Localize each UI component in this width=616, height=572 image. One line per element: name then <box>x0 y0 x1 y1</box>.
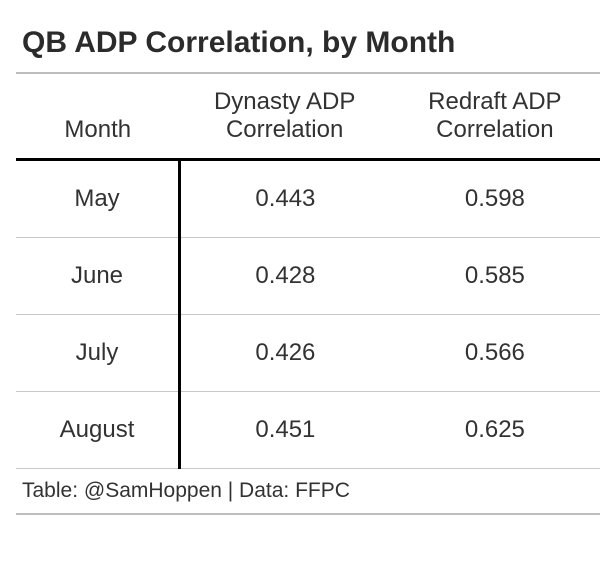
cell-dynasty: 0.451 <box>180 392 390 469</box>
cell-dynasty: 0.428 <box>180 238 390 315</box>
table-row: June 0.428 0.585 <box>16 238 600 315</box>
table-row: July 0.426 0.566 <box>16 315 600 392</box>
cell-redraft: 0.598 <box>390 160 600 238</box>
cell-redraft: 0.625 <box>390 392 600 469</box>
cell-dynasty: 0.426 <box>180 315 390 392</box>
cell-dynasty: 0.443 <box>180 160 390 238</box>
cell-redraft: 0.566 <box>390 315 600 392</box>
cell-month: May <box>16 160 180 238</box>
data-table: Month Dynasty ADP Correlation Redraft AD… <box>16 74 600 469</box>
cell-month: July <box>16 315 180 392</box>
cell-redraft: 0.585 <box>390 238 600 315</box>
header-row: Month Dynasty ADP Correlation Redraft AD… <box>16 74 600 160</box>
table-footer: Table: @SamHoppen | Data: FFPC <box>16 469 600 515</box>
cell-month: June <box>16 238 180 315</box>
col-header-dynasty: Dynasty ADP Correlation <box>180 74 390 160</box>
qb-adp-correlation-table: QB ADP Correlation, by Month Month Dynas… <box>16 16 600 515</box>
table-title: QB ADP Correlation, by Month <box>16 16 600 74</box>
table-row: May 0.443 0.598 <box>16 160 600 238</box>
cell-month: August <box>16 392 180 469</box>
col-header-redraft: Redraft ADP Correlation <box>390 74 600 160</box>
table-row: August 0.451 0.625 <box>16 392 600 469</box>
col-header-month: Month <box>16 74 180 160</box>
